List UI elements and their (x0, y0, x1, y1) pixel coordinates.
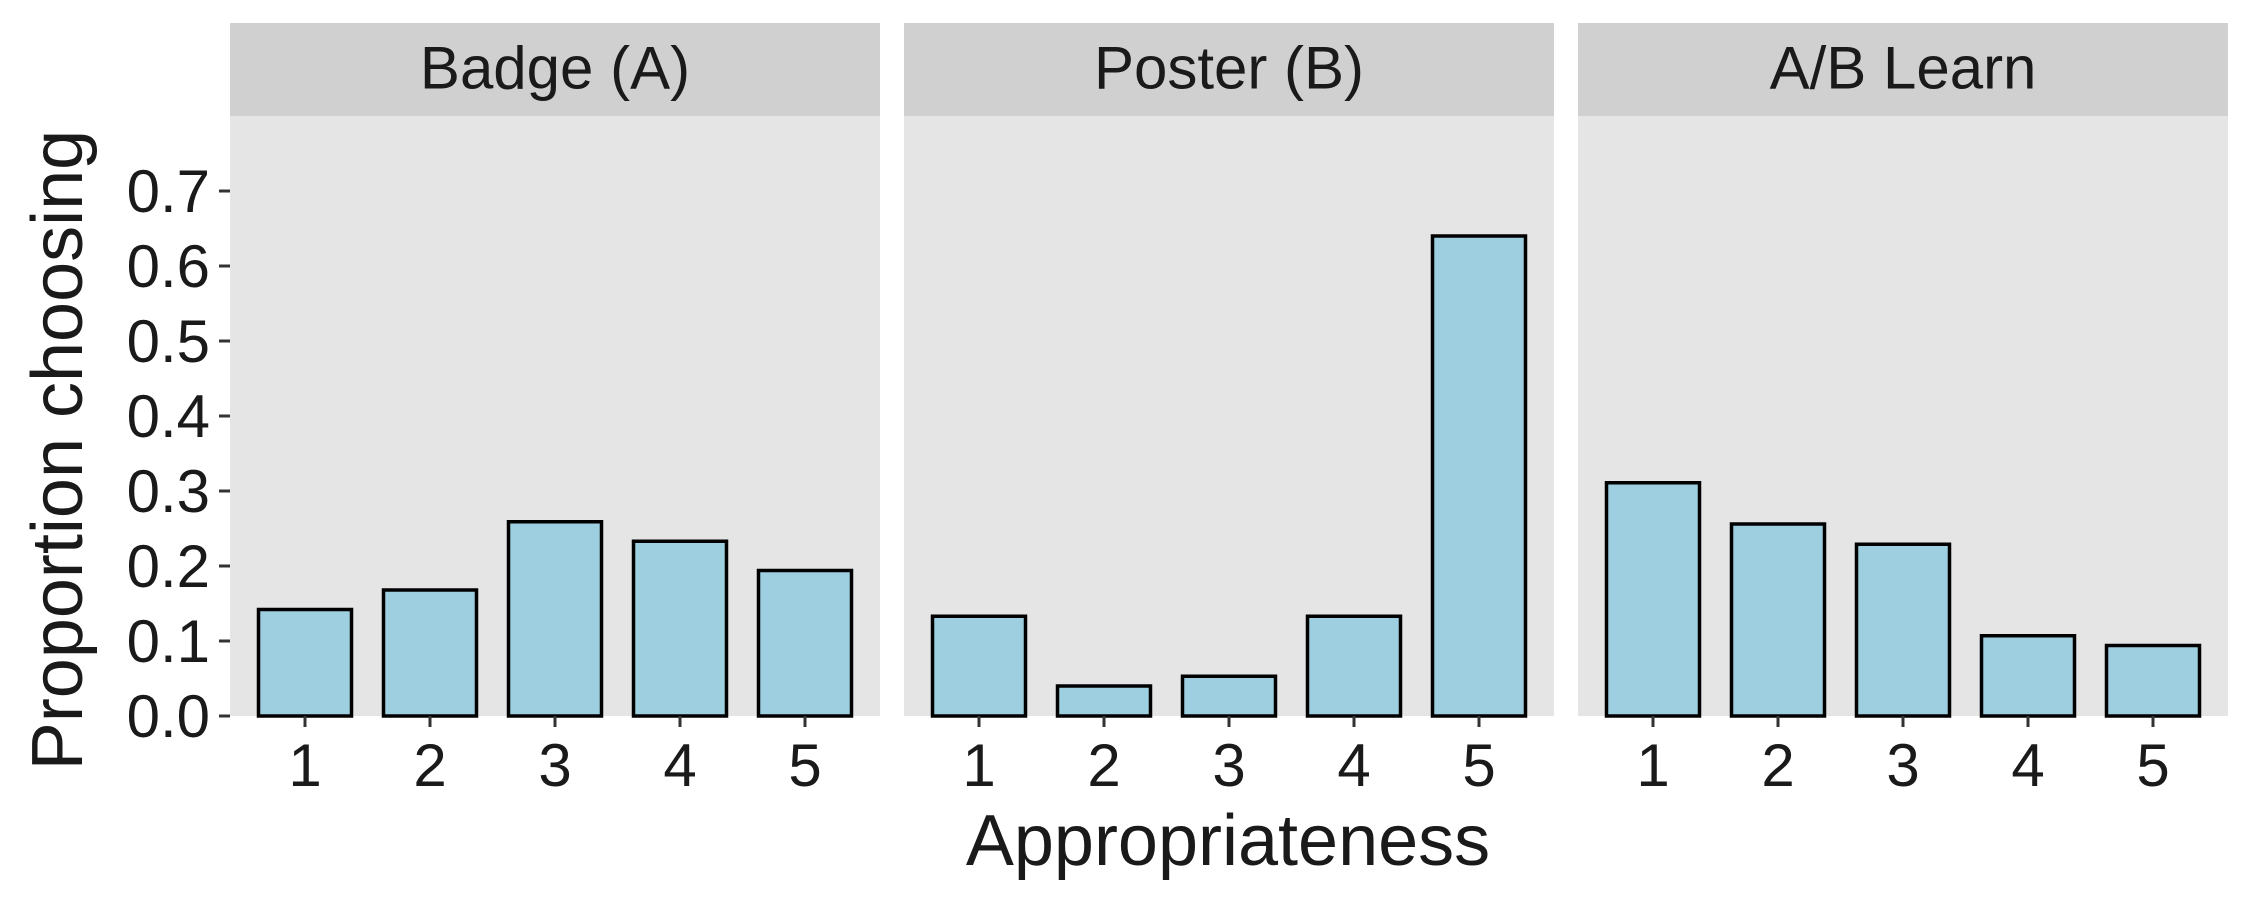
x-tick-label: 2 (1761, 732, 1794, 799)
y-axis: 0.0 0.1 0.2 0.3 0.4 0.5 0.6 0.7 (127, 158, 230, 750)
bar (756, 568, 854, 718)
y-tick-label: 0.4 (127, 383, 210, 450)
bar (631, 539, 729, 718)
bar (2104, 643, 2202, 718)
x-tick-label: 2 (413, 732, 446, 799)
bar (1854, 542, 1952, 718)
x-tick-label: 4 (663, 732, 696, 799)
facet-panel: Poster (B) 1 2 3 4 5 (904, 23, 1554, 799)
facet-strip (230, 23, 880, 116)
x-tick-label: 5 (788, 732, 821, 799)
x-tick-label: 4 (1337, 732, 1370, 799)
bar (381, 588, 479, 718)
x-tick-label: 1 (288, 732, 321, 799)
y-tick-label: 0.2 (127, 533, 210, 600)
x-tick-label: 3 (538, 732, 571, 799)
x-tick-label: 3 (1886, 732, 1919, 799)
bar (930, 614, 1028, 718)
y-tick-label: 0.3 (127, 458, 210, 525)
x-tick-label: 2 (1087, 732, 1120, 799)
bar (506, 520, 604, 718)
bar (1979, 634, 2077, 718)
y-tick-label: 0.5 (127, 308, 210, 375)
bar (1604, 481, 1702, 718)
facet-title: Poster (B) (1094, 35, 1364, 102)
y-axis-title: Proportion choosing (18, 130, 98, 770)
x-tick-label: 3 (1212, 732, 1245, 799)
y-tick-label: 0.6 (127, 233, 210, 300)
facet-panel: A/B Learn 1 2 3 4 5 (1578, 23, 2228, 799)
facet-title: A/B Learn (1770, 35, 2037, 102)
facet-strip (904, 23, 1554, 116)
x-tick-label: 1 (1636, 732, 1669, 799)
bar (1180, 674, 1278, 718)
bar (1305, 614, 1403, 718)
x-axis-title: Appropriateness (966, 801, 1490, 881)
facet-strip (1578, 23, 2228, 116)
facet-panel: Badge (A) 1 2 3 4 5 (230, 23, 880, 799)
x-tick-label: 1 (962, 732, 995, 799)
y-tick-label: 0.1 (127, 608, 210, 675)
y-tick-label: 0.7 (127, 158, 210, 225)
y-tick-label: 0.0 (127, 683, 210, 750)
x-tick-label: 5 (2136, 732, 2169, 799)
facets-layer: Badge (A) 1 2 3 4 5 Poster (B) 1 2 3 4 5 A/B Learn 1 2… (230, 23, 2228, 799)
x-tick-label: 5 (1462, 732, 1495, 799)
bar (1055, 684, 1153, 718)
facet-title: Badge (A) (420, 35, 690, 102)
bar (256, 607, 354, 718)
x-tick-label: 4 (2011, 732, 2044, 799)
bar (1729, 522, 1827, 718)
bar (1430, 234, 1528, 718)
